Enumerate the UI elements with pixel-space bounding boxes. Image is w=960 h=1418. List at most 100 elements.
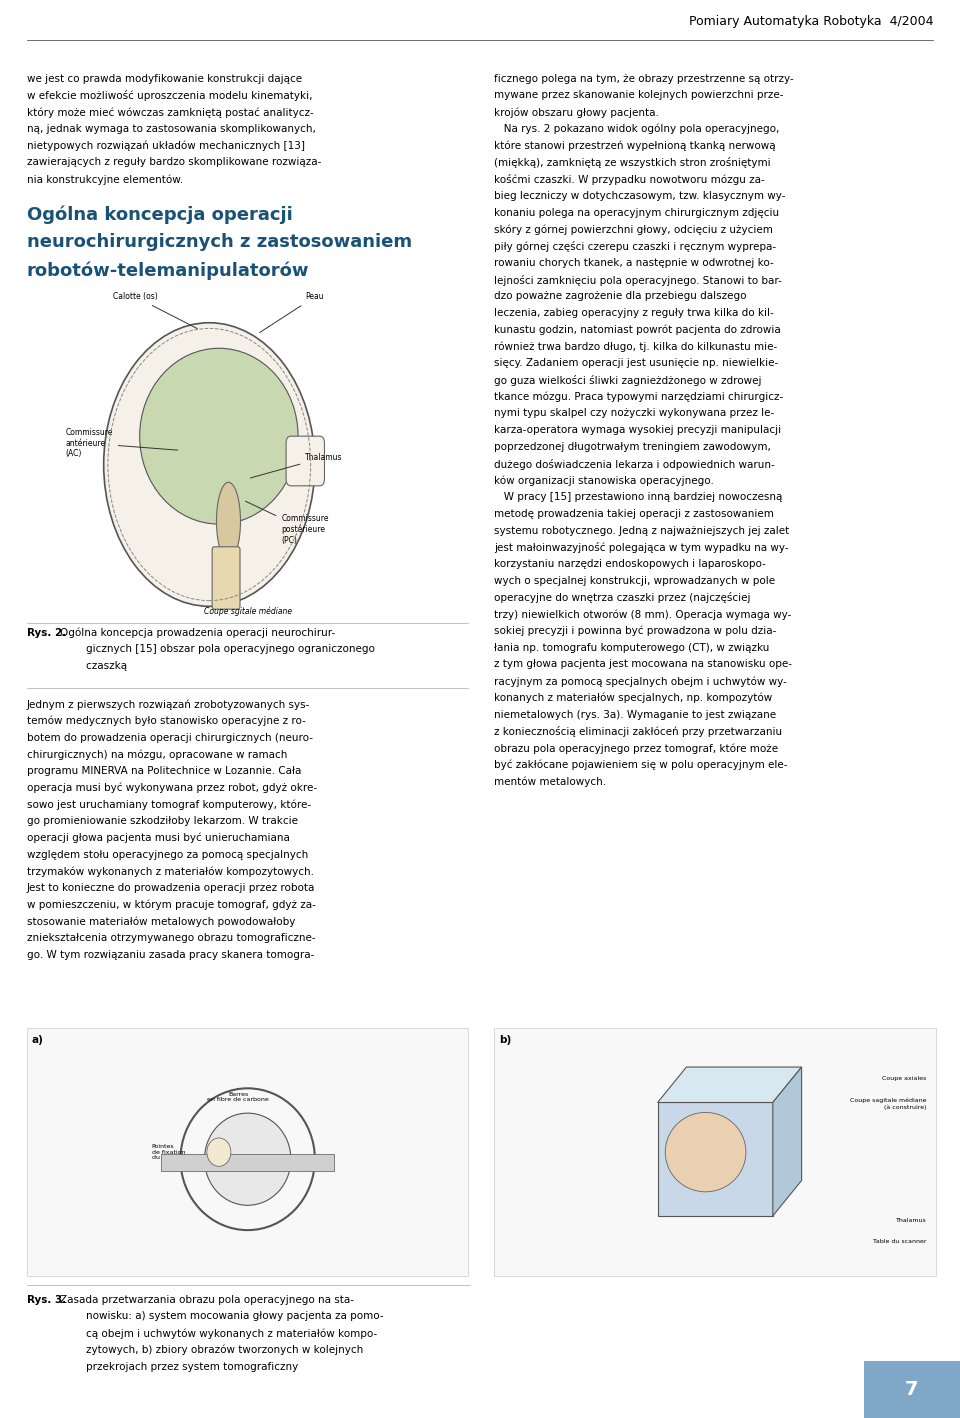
Bar — [658, 1103, 773, 1215]
Text: kośćmi czaszki. W przypadku nowotworu mózgu za-: kośćmi czaszki. W przypadku nowotworu mó… — [494, 174, 765, 186]
Text: Rys. 2.: Rys. 2. — [27, 628, 66, 638]
Text: 7: 7 — [905, 1380, 919, 1400]
Text: sięcy. Zadaniem operacji jest usunięcie np. niewielkie-: sięcy. Zadaniem operacji jest usunięcie … — [494, 359, 779, 369]
Text: mywane przez skanowanie kolejnych powierzchni prze-: mywane przez skanowanie kolejnych powier… — [494, 91, 784, 101]
Text: trzymaków wykonanych z materiałów kompozytowych.: trzymaków wykonanych z materiałów kompoz… — [27, 866, 314, 876]
FancyBboxPatch shape — [27, 1028, 468, 1276]
Ellipse shape — [204, 1113, 291, 1205]
Text: ków organizacji stanowiska operacyjnego.: ków organizacji stanowiska operacyjnego. — [494, 475, 714, 486]
Text: względem stołu operacyjnego za pomocą specjalnych: względem stołu operacyjnego za pomocą sp… — [27, 849, 308, 859]
Text: (miękką), zamkniętą ze wszystkich stron zrośniętymi: (miękką), zamkniętą ze wszystkich stron … — [494, 157, 771, 169]
Text: ficznego polega na tym, że obrazy przestrzenne są otrzy-: ficznego polega na tym, że obrazy przest… — [494, 74, 794, 84]
Text: Commissure
antérieure
(AC): Commissure antérieure (AC) — [65, 428, 178, 458]
Text: lejności zamknięciu pola operacyjnego. Stanowi to bar-: lejności zamknięciu pola operacyjnego. S… — [494, 275, 782, 285]
FancyBboxPatch shape — [494, 1028, 936, 1276]
Text: w pomieszczeniu, w którym pracuje tomograf, gdyż za-: w pomieszczeniu, w którym pracuje tomogr… — [27, 900, 316, 910]
Text: z koniecznością eliminacji zakłóceń przy przetwarzaniu: z koniecznością eliminacji zakłóceń przy… — [494, 726, 782, 737]
Text: programu MINERVA na Politechnice w Lozannie. Cała: programu MINERVA na Politechnice w Lozan… — [27, 766, 301, 776]
Text: nietypowych rozwiązań układów mechanicznych [13]: nietypowych rozwiązań układów mechaniczn… — [27, 140, 305, 152]
Text: Jednym z pierwszych rozwiązań zrobotyzowanych sys-: Jednym z pierwszych rozwiązań zrobotyzow… — [27, 699, 310, 709]
Text: czaszką: czaszką — [60, 661, 128, 671]
Text: być zakłócane pojawieniem się w polu operacyjnym ele-: być zakłócane pojawieniem się w polu ope… — [494, 760, 788, 770]
Text: kunastu godzin, natomiast powrót pacjenta do zdrowia: kunastu godzin, natomiast powrót pacjent… — [494, 325, 781, 335]
Text: obrazu pola operacyjnego przez tomograf, które może: obrazu pola operacyjnego przez tomograf,… — [494, 743, 779, 753]
Text: metodę prowadzenia takiej operacji z zastosowaniem: metodę prowadzenia takiej operacji z zas… — [494, 509, 775, 519]
Text: Coupe sagitale médiane
(à construire): Coupe sagitale médiane (à construire) — [850, 1098, 926, 1109]
Text: w efekcie możliwość uproszczenia modelu kinematyki,: w efekcie możliwość uproszczenia modelu … — [27, 91, 312, 102]
Text: poprzedzonej długotrwałym treningiem zawodowym,: poprzedzonej długotrwałym treningiem zaw… — [494, 442, 771, 452]
Ellipse shape — [207, 1137, 230, 1166]
Text: który może mieć wówczas zamkniętą postać analitycz-: który może mieć wówczas zamkniętą postać… — [27, 108, 314, 118]
Ellipse shape — [216, 482, 240, 560]
Text: Zasada przetwarzania obrazu pola operacyjnego na sta-: Zasada przetwarzania obrazu pola operacy… — [60, 1295, 354, 1305]
Text: Thalamus: Thalamus — [251, 452, 343, 478]
Text: racyjnym za pomocą specjalnych obejm i uchwytów wy-: racyjnym za pomocą specjalnych obejm i u… — [494, 676, 787, 686]
Text: b): b) — [499, 1035, 512, 1045]
FancyBboxPatch shape — [212, 547, 240, 610]
Text: a): a) — [32, 1035, 43, 1045]
Text: ną, jednak wymaga to zastosowania skomplikowanych,: ną, jednak wymaga to zastosowania skompl… — [27, 123, 316, 133]
Text: neurochirurgicznych z zastosowaniem: neurochirurgicznych z zastosowaniem — [27, 234, 412, 251]
Text: Table du scanner: Table du scanner — [873, 1239, 926, 1245]
Polygon shape — [773, 1066, 802, 1215]
Text: operacji głowa pacjenta musi być unieruchamiana: operacji głowa pacjenta musi być unieruc… — [27, 832, 290, 844]
Text: Commissure
postérieure
(PC): Commissure postérieure (PC) — [246, 501, 328, 545]
Text: Na rys. 2 pokazano widok ogólny pola operacyjnego,: Na rys. 2 pokazano widok ogólny pola ope… — [494, 123, 780, 135]
Text: Rys. 3.: Rys. 3. — [27, 1295, 66, 1305]
Text: dzo poważne zagrożenie dla przebiegu dalszego: dzo poważne zagrożenie dla przebiegu dal… — [494, 291, 747, 301]
Text: które stanowi przestrzeń wypełnioną tkanką nerwową: które stanowi przestrzeń wypełnioną tkan… — [494, 140, 776, 152]
Text: Coupe sgitale médiane: Coupe sgitale médiane — [204, 607, 292, 615]
Bar — [161, 1154, 334, 1171]
Text: z tym głowa pacjenta jest mocowana na stanowisku ope-: z tym głowa pacjenta jest mocowana na st… — [494, 659, 792, 669]
Text: przekrojach przez system tomograficzny: przekrojach przez system tomograficzny — [60, 1361, 299, 1371]
Text: mentów metalowych.: mentów metalowych. — [494, 777, 607, 787]
Text: we jest co prawda modyfikowanie konstrukcji dające: we jest co prawda modyfikowanie konstruk… — [27, 74, 302, 84]
Text: robotów-telemanipulatorów: robotów-telemanipulatorów — [27, 262, 309, 281]
Text: jest małoinwazyjność polegająca w tym wypadku na wy-: jest małoinwazyjność polegająca w tym wy… — [494, 542, 789, 553]
Text: Ogólna koncepcja operacji: Ogólna koncepcja operacji — [27, 206, 293, 224]
Text: Peau: Peau — [259, 292, 324, 333]
Text: trzy) niewielkich otworów (8 mm). Operacja wymaga wy-: trzy) niewielkich otworów (8 mm). Operac… — [494, 610, 792, 620]
Text: nymi typu skalpel czy nożyczki wykonywana przez le-: nymi typu skalpel czy nożyczki wykonywan… — [494, 408, 775, 418]
Text: systemu robotycznego. Jedną z najważniejszych jej zalet: systemu robotycznego. Jedną z najważniej… — [494, 526, 790, 536]
Text: dużego doświadczenia lekarza i odpowiednich warun-: dużego doświadczenia lekarza i odpowiedn… — [494, 458, 775, 469]
Text: go promieniowanie szkodziłoby lekarzom. W trakcie: go promieniowanie szkodziłoby lekarzom. … — [27, 817, 298, 827]
Text: Thalamus: Thalamus — [896, 1218, 926, 1222]
Text: sowo jest uruchamiany tomograf komputerowy, które-: sowo jest uruchamiany tomograf komputero… — [27, 800, 311, 810]
Text: konaniu polega na operacyjnym chirurgicznym zdjęciu: konaniu polega na operacyjnym chirurgicz… — [494, 207, 780, 217]
Text: zawierających z reguły bardzo skomplikowane rozwiąza-: zawierających z reguły bardzo skomplikow… — [27, 157, 322, 167]
Text: operacyjne do wnętrza czaszki przez (najczęściej: operacyjne do wnętrza czaszki przez (naj… — [494, 593, 751, 604]
Text: botem do prowadzenia operacji chirurgicznych (neuro-: botem do prowadzenia operacji chirurgicz… — [27, 733, 313, 743]
Text: Pointes
de fixation
du cadre BRW: Pointes de fixation du cadre BRW — [152, 1144, 196, 1160]
Text: tkance mózgu. Praca typowymi narzędziami chirurgicz-: tkance mózgu. Praca typowymi narzędziami… — [494, 391, 783, 403]
Text: rowaniu chorych tkanek, a następnie w odwrotnej ko-: rowaniu chorych tkanek, a następnie w od… — [494, 258, 774, 268]
Text: Coupe axiales: Coupe axiales — [882, 1076, 926, 1081]
Text: chirurgicznych) na mózgu, opracowane w ramach: chirurgicznych) na mózgu, opracowane w r… — [27, 749, 287, 760]
Text: wych o specjalnej konstrukcji, wprowadzanych w pole: wych o specjalnej konstrukcji, wprowadza… — [494, 576, 776, 586]
FancyBboxPatch shape — [286, 437, 324, 486]
Text: korzystaniu narzędzi endoskopowych i laparoskopo-: korzystaniu narzędzi endoskopowych i lap… — [494, 559, 766, 569]
Text: łania np. tomografu komputerowego (CT), w związku: łania np. tomografu komputerowego (CT), … — [494, 642, 770, 652]
Text: go guza wielkości śliwki zagnieżdżonego w zdrowej: go guza wielkości śliwki zagnieżdżonego … — [494, 374, 762, 386]
Text: piły górnej części czerepu czaszki i ręcznym wyprepa-: piły górnej części czerepu czaszki i ręc… — [494, 241, 777, 252]
Text: krojów obszaru głowy pacjenta.: krojów obszaru głowy pacjenta. — [494, 108, 660, 118]
Text: zytowych, b) zbiory obrazów tworzonych w kolejnych: zytowych, b) zbiory obrazów tworzonych w… — [60, 1344, 364, 1356]
Text: konanych z materiałów specjalnych, np. kompozytów: konanych z materiałów specjalnych, np. k… — [494, 693, 773, 703]
Text: stosowanie materiałów metalowych powodowałoby: stosowanie materiałów metalowych powodow… — [27, 916, 296, 927]
FancyBboxPatch shape — [864, 1361, 960, 1418]
Text: bieg leczniczy w dotychczasowym, tzw. klasycznym wy-: bieg leczniczy w dotychczasowym, tzw. kl… — [494, 191, 786, 201]
Text: niemetalowych (rys. 3a). Wymaganie to jest związane: niemetalowych (rys. 3a). Wymaganie to je… — [494, 709, 777, 719]
Text: gicznych [15] obszar pola operacyjnego ograniczonego: gicznych [15] obszar pola operacyjnego o… — [60, 644, 375, 654]
Text: go. W tym rozwiązaniu zasada pracy skanera tomogra-: go. W tym rozwiązaniu zasada pracy skane… — [27, 950, 314, 960]
Text: karza-operatora wymaga wysokiej precyzji manipulacji: karza-operatora wymaga wysokiej precyzji… — [494, 425, 781, 435]
Text: nia konstrukcyjne elementów.: nia konstrukcyjne elementów. — [27, 174, 183, 184]
Text: skóry z górnej powierzchni głowy, odcięciu z użyciem: skóry z górnej powierzchni głowy, odcięc… — [494, 224, 773, 235]
Text: Jest to konieczne do prowadzenia operacji przez robota: Jest to konieczne do prowadzenia operacj… — [27, 883, 315, 893]
Text: Barres
en fibre de carbone: Barres en fibre de carbone — [207, 1092, 269, 1103]
Ellipse shape — [140, 349, 298, 525]
Text: W pracy [15] przestawiono inną bardziej nowoczesną: W pracy [15] przestawiono inną bardziej … — [494, 492, 782, 502]
Text: zniekształcenia otrzymywanego obrazu tomograficzne-: zniekształcenia otrzymywanego obrazu tom… — [27, 933, 316, 943]
Text: Ogólna koncepcja prowadzenia operacji neurochirur-: Ogólna koncepcja prowadzenia operacji ne… — [60, 628, 336, 638]
Ellipse shape — [104, 323, 315, 607]
Text: operacja musi być wykonywana przez robot, gdyż okre-: operacja musi być wykonywana przez robot… — [27, 783, 317, 793]
